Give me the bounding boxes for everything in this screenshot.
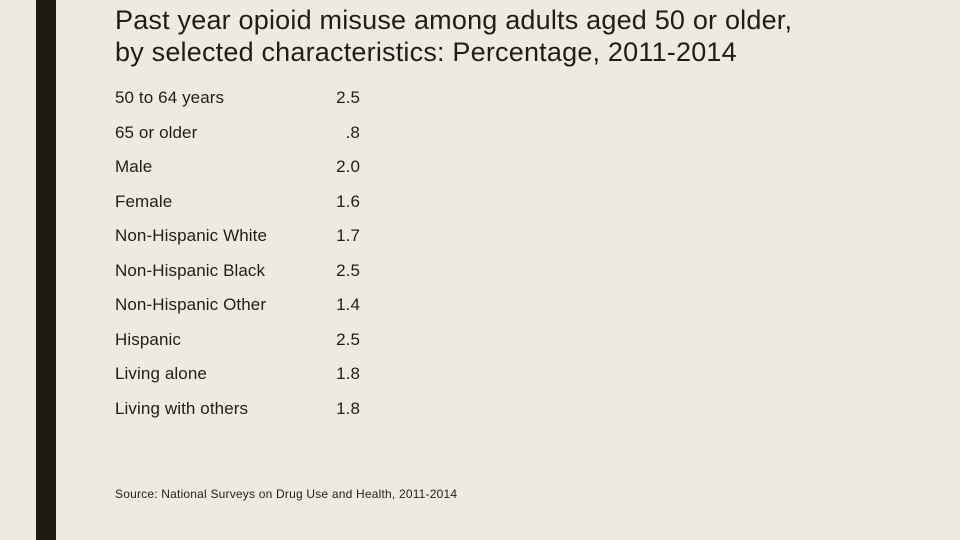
source-note: Source: National Surveys on Drug Use and… [115,487,458,501]
table-row: Hispanic 2.5 [115,323,375,358]
row-value: 1.8 [336,364,360,384]
slide-title: Past year opioid misuse among adults age… [115,4,935,68]
row-label: Non-Hispanic Other [115,295,267,315]
table-row: Non-Hispanic White 1.7 [115,219,375,254]
row-value: 2.5 [336,260,360,280]
row-value: 1.7 [336,226,360,246]
table-row: Male 2.0 [115,150,375,185]
table-row: Non-Hispanic Other 1.4 [115,288,375,323]
slide-title-line-2: by selected characteristics: Percentage,… [115,37,737,67]
data-table: 50 to 64 years 2.5 65 or older .8 Male 2… [115,81,375,426]
left-accent-bar [36,0,56,540]
table-row: 50 to 64 years 2.5 [115,81,375,116]
row-value: 2.5 [336,88,360,108]
table-row: Non-Hispanic Black 2.5 [115,254,375,289]
row-label: Non-Hispanic White [115,226,268,246]
table-row: 65 or older .8 [115,116,375,151]
row-value: 2.5 [336,329,360,349]
row-label: Hispanic [115,329,181,349]
row-value: 1.4 [336,295,360,315]
row-value: 1.6 [336,191,360,211]
row-value: 1.8 [336,398,360,418]
slide-title-line-1: Past year opioid misuse among adults age… [115,5,793,35]
row-label: Living with others [115,398,249,418]
row-label: Female [115,191,173,211]
row-label: Male [115,157,153,177]
row-label: 65 or older [115,122,198,142]
table-row: Living with others 1.8 [115,392,375,427]
table-row: Female 1.6 [115,185,375,220]
table-row: Living alone 1.8 [115,357,375,392]
row-label: Non-Hispanic Black [115,260,266,280]
row-value: 2.0 [336,157,360,177]
row-value: .8 [345,122,360,142]
row-label: 50 to 64 years [115,88,225,108]
row-label: Living alone [115,364,207,384]
